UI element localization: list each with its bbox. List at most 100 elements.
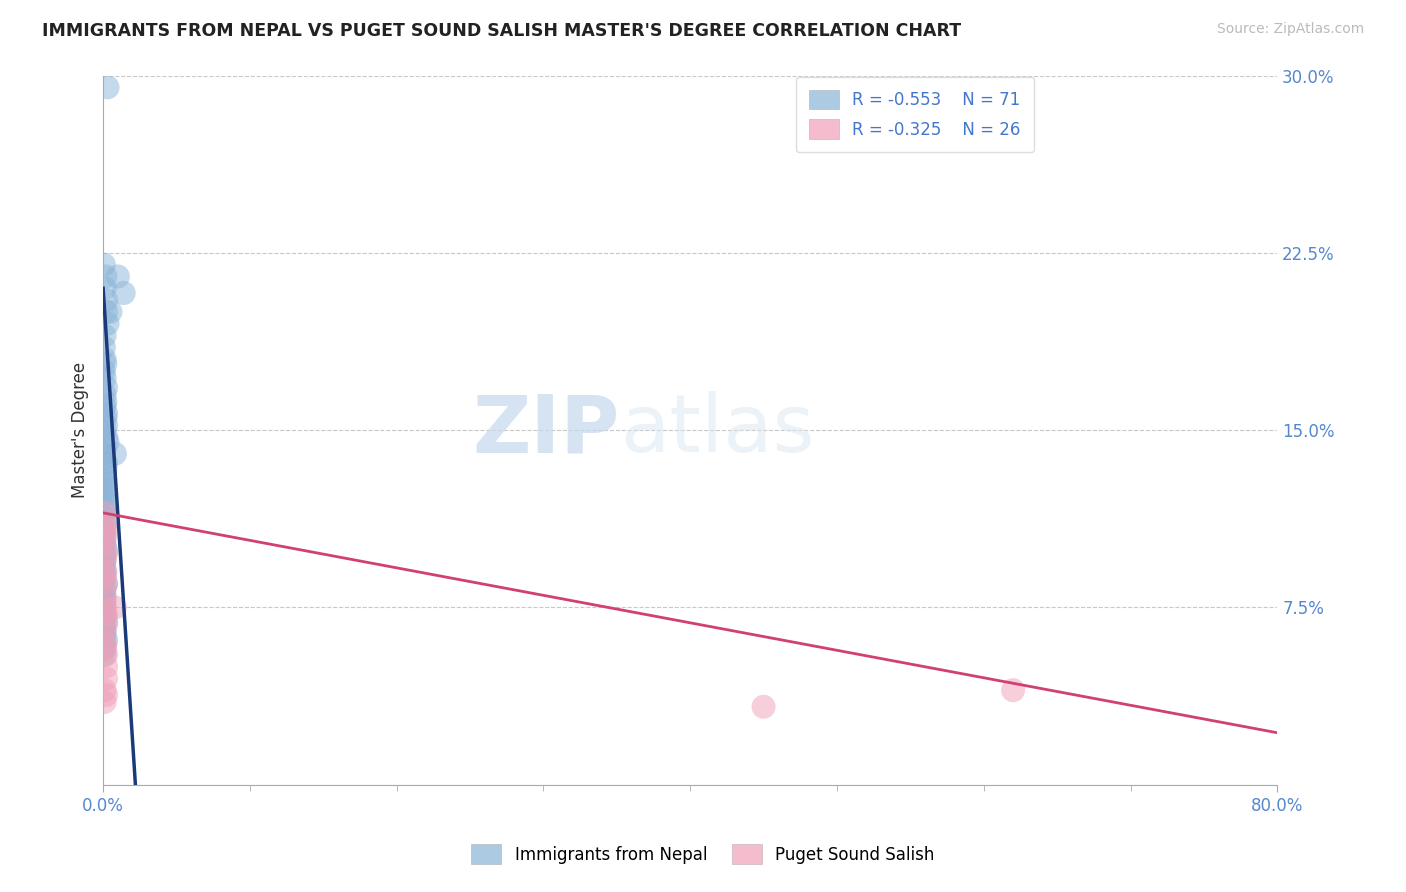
Point — [94, 633, 117, 648]
Point — [93, 596, 115, 610]
Point — [93, 624, 115, 638]
Point — [104, 447, 127, 461]
Point — [93, 549, 115, 563]
Point — [93, 506, 115, 520]
Point — [93, 591, 115, 605]
Point — [94, 293, 117, 307]
Point — [94, 615, 117, 629]
Legend: R = -0.553    N = 71, R = -0.325    N = 26: R = -0.553 N = 71, R = -0.325 N = 26 — [796, 77, 1033, 152]
Point — [752, 699, 775, 714]
Point — [94, 576, 117, 591]
Point — [94, 430, 117, 444]
Point — [94, 543, 117, 558]
Point — [94, 607, 117, 622]
Point — [94, 407, 117, 421]
Point — [93, 567, 115, 582]
Point — [96, 317, 118, 331]
Point — [104, 600, 127, 615]
Point — [93, 600, 115, 615]
Point — [94, 688, 117, 702]
Text: Source: ZipAtlas.com: Source: ZipAtlas.com — [1216, 22, 1364, 37]
Point — [94, 418, 117, 433]
Point — [93, 516, 115, 530]
Point — [94, 546, 117, 560]
Point — [93, 539, 115, 553]
Point — [93, 610, 115, 624]
Point — [93, 536, 115, 550]
Point — [93, 619, 115, 633]
Point — [93, 529, 115, 543]
Point — [93, 582, 115, 596]
Legend: Immigrants from Nepal, Puget Sound Salish: Immigrants from Nepal, Puget Sound Salis… — [464, 838, 942, 871]
Point — [93, 558, 115, 572]
Point — [94, 394, 117, 409]
Point — [93, 624, 115, 638]
Point — [93, 371, 115, 385]
Point — [93, 364, 115, 378]
Point — [94, 672, 117, 686]
Point — [93, 423, 115, 437]
Text: atlas: atlas — [620, 391, 814, 469]
Point — [93, 510, 115, 524]
Point — [93, 281, 115, 295]
Point — [93, 524, 115, 539]
Point — [94, 381, 117, 395]
Point — [93, 482, 115, 496]
Point — [93, 387, 115, 401]
Point — [93, 473, 115, 487]
Point — [93, 638, 115, 652]
Point — [93, 328, 115, 343]
Point — [93, 487, 115, 501]
Point — [93, 648, 115, 662]
Point — [94, 565, 117, 579]
Point — [93, 520, 115, 534]
Point — [93, 477, 115, 491]
Point — [1002, 683, 1025, 698]
Point — [100, 305, 122, 319]
Point — [93, 572, 115, 586]
Point — [93, 563, 115, 577]
Point — [93, 506, 115, 520]
Point — [93, 529, 115, 543]
Point — [93, 636, 115, 650]
Text: IMMIGRANTS FROM NEPAL VS PUGET SOUND SALISH MASTER'S DEGREE CORRELATION CHART: IMMIGRANTS FROM NEPAL VS PUGET SOUND SAL… — [42, 22, 962, 40]
Point — [96, 80, 118, 95]
Point — [94, 305, 117, 319]
Point — [93, 501, 115, 516]
Point — [93, 340, 115, 354]
Point — [94, 648, 117, 662]
Point — [93, 586, 115, 600]
Point — [93, 695, 115, 709]
Point — [94, 496, 117, 510]
Point — [94, 659, 117, 673]
Point — [93, 534, 115, 549]
Point — [94, 456, 117, 470]
Point — [93, 442, 115, 456]
Point — [94, 640, 117, 655]
Point — [94, 617, 117, 632]
Point — [93, 643, 115, 657]
Point — [94, 357, 117, 371]
Point — [93, 447, 115, 461]
Point — [94, 411, 117, 425]
Point — [93, 553, 115, 567]
Point — [93, 400, 115, 414]
Point — [93, 451, 115, 466]
Point — [93, 468, 115, 483]
Point — [94, 576, 117, 591]
Point — [93, 517, 115, 532]
Point — [94, 463, 117, 477]
Point — [93, 491, 115, 506]
Point — [96, 434, 118, 449]
Point — [94, 523, 117, 537]
Point — [93, 258, 115, 272]
Point — [93, 600, 115, 615]
Point — [93, 605, 115, 619]
Point — [93, 629, 115, 643]
Point — [93, 553, 115, 567]
Point — [93, 589, 115, 603]
Point — [94, 269, 117, 284]
Point — [112, 285, 135, 300]
Point — [93, 683, 115, 698]
Text: ZIP: ZIP — [472, 391, 620, 469]
